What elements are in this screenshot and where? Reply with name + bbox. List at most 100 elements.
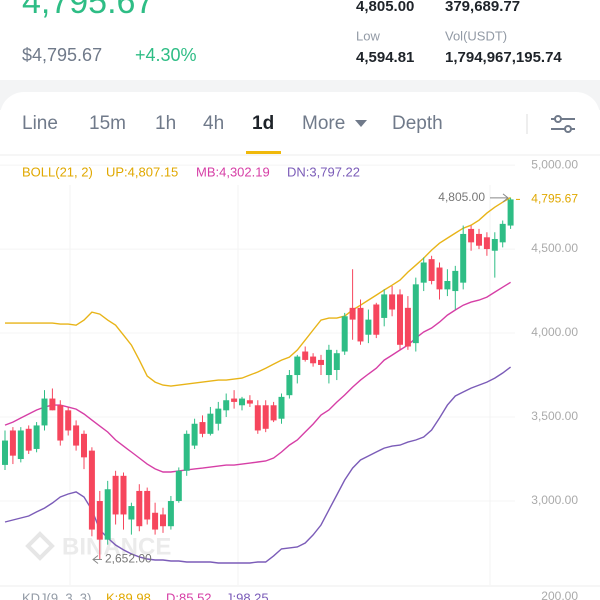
candle-body: [191, 423, 198, 446]
tab[interactable]: 4h: [203, 113, 224, 134]
candle-body: [57, 405, 64, 441]
candle-body: [254, 405, 261, 431]
card-fill: [0, 115, 600, 155]
watermark: BINANCE: [25, 531, 171, 561]
tab-more[interactable]: More: [302, 113, 345, 134]
candle-body: [9, 430, 16, 456]
candle-body: [96, 501, 103, 540]
candle-body: [452, 270, 459, 292]
tab-active[interactable]: 1d: [252, 113, 274, 134]
tab-underline: [246, 151, 281, 154]
legend-mb: MB:4,302.19: [196, 164, 270, 179]
high-marker-arrow: [502, 193, 509, 203]
candle-body: [444, 280, 451, 290]
high-value: 4,805.00: [356, 0, 414, 15]
tab[interactable]: Line: [22, 113, 58, 134]
y-tick-label: 3,000.00: [531, 493, 578, 507]
candle-body: [476, 233, 482, 246]
candle-body: [152, 512, 159, 530]
candle-body: [310, 356, 317, 364]
kdj-d: D:85.52: [166, 590, 212, 600]
candle-body: [373, 304, 380, 335]
vol-usdt-label: Vol(USDT): [445, 28, 507, 43]
candle-body: [175, 470, 182, 502]
low-marker-label: 2,652.00: [105, 552, 152, 566]
candle-body: [144, 490, 151, 520]
legend-up: UP:4,807.15: [106, 164, 178, 179]
candle-body: [215, 408, 222, 424]
candle-body: [136, 490, 143, 527]
candle-body: [333, 353, 340, 370]
vol-usdt-value: 1,794,967,195.74: [445, 49, 562, 66]
price-change: +4.30%: [135, 45, 197, 65]
candle-body: [428, 259, 435, 281]
candle-body: [491, 238, 498, 251]
candle-body: [397, 294, 403, 345]
candle-body: [239, 398, 245, 406]
settings-icon[interactable]: [551, 115, 575, 133]
candle-body: [73, 425, 80, 446]
plot: [0, 164, 515, 564]
candle-body: [81, 433, 87, 458]
kdj-label: KDJ(9, 3, 3): [22, 590, 91, 600]
candle-body: [104, 489, 111, 540]
boll-line: [4, 281, 511, 473]
candle-body: [167, 501, 174, 527]
low-value: 4,594.81: [356, 49, 414, 66]
candle-body: [41, 398, 48, 426]
price-usd: $4,795.67: [22, 45, 102, 65]
candle-body: [199, 422, 206, 434]
candle-body: [404, 307, 411, 347]
candle-body: [17, 430, 24, 460]
candle-body: [412, 284, 419, 344]
y-tick-label: 4,000.00: [531, 325, 578, 339]
last-price-label: 4,795.67: [531, 192, 578, 206]
kdj-j: J:98.25: [226, 590, 269, 600]
low-marker-arrow: [92, 555, 99, 564]
candle-body: [88, 450, 95, 530]
dropdown-caret: [355, 120, 367, 127]
candle-body: [112, 475, 119, 515]
tab[interactable]: Depth: [392, 113, 443, 134]
candle-body: [160, 514, 166, 527]
candle-body: [231, 398, 238, 402]
kdj-k: K:89.98: [106, 590, 151, 600]
candle-body: [357, 307, 364, 342]
candle-body: [278, 396, 285, 419]
candle-body: [294, 356, 301, 376]
candle-body: [460, 233, 467, 283]
candle-body: [420, 262, 427, 283]
candle-body: [33, 425, 40, 449]
candle-body: [120, 475, 127, 515]
candle-body: [507, 199, 514, 226]
candle-body: [207, 413, 214, 434]
candle-body: [483, 237, 490, 250]
candle-body: [25, 428, 32, 451]
y-tick-label: 4,500.00: [531, 241, 578, 255]
candle-body: [2, 440, 8, 465]
y-tick-label: 5,000.00: [531, 157, 578, 171]
candle-body: [183, 433, 190, 471]
candle-body: [223, 400, 230, 411]
candle-body: [246, 400, 253, 404]
candle-body: [318, 359, 324, 365]
candle-body: [389, 294, 396, 310]
candle-body: [270, 405, 277, 421]
watermark-text: BINANCE: [62, 533, 171, 560]
candle-body: [65, 410, 72, 431]
candle-body: [325, 349, 332, 376]
candle-body: [49, 398, 56, 411]
kdj-axis-label: 200.00: [541, 589, 578, 600]
candle-body: [436, 267, 443, 290]
candle-body: [286, 375, 293, 396]
price: 4,795.67: [22, 0, 154, 21]
boll-line: [5, 196, 511, 387]
tab[interactable]: 15m: [89, 113, 126, 134]
tab[interactable]: 1h: [155, 113, 176, 134]
candle-body: [499, 223, 506, 243]
candle-body: [381, 294, 388, 318]
candle-body: [302, 351, 309, 360]
candle-body: [262, 405, 269, 429]
